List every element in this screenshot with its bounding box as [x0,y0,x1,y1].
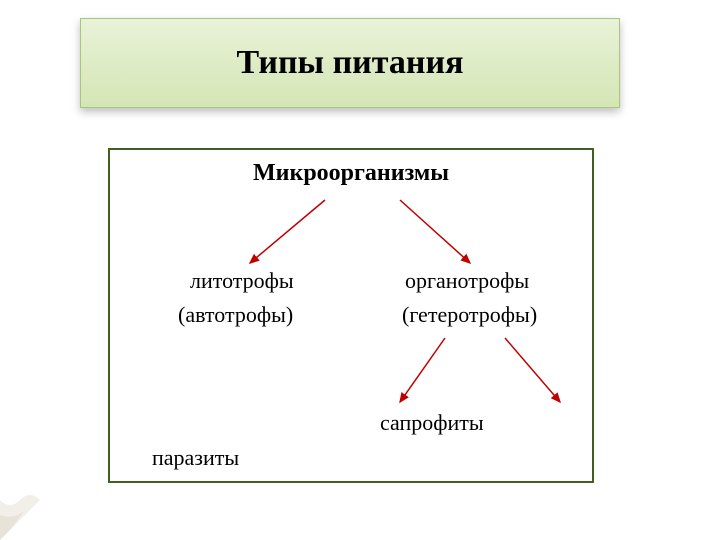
right-branch-label: органотрофы [405,268,529,294]
arrow-right-child2 [505,338,560,402]
left-branch-label: литотрофы [190,268,294,294]
arrow-right-child1 [400,338,445,402]
title-box: Типы питания [80,18,620,108]
root-node: Микроорганизмы [110,160,592,187]
arrow-root-right [400,200,470,263]
arrow-root-left [250,200,325,263]
right-child-1: сапрофиты [380,410,484,436]
diagram-box: Микроорганизмы литотрофы (автотрофы) орг… [108,148,594,483]
left-branch-sub: (автотрофы) [178,302,293,328]
slide-title: Типы питания [237,44,464,82]
right-child-2: паразиты [152,445,239,471]
corner-decoration-icon [0,480,60,540]
right-branch-sub: (гетеротрофы) [402,302,537,328]
